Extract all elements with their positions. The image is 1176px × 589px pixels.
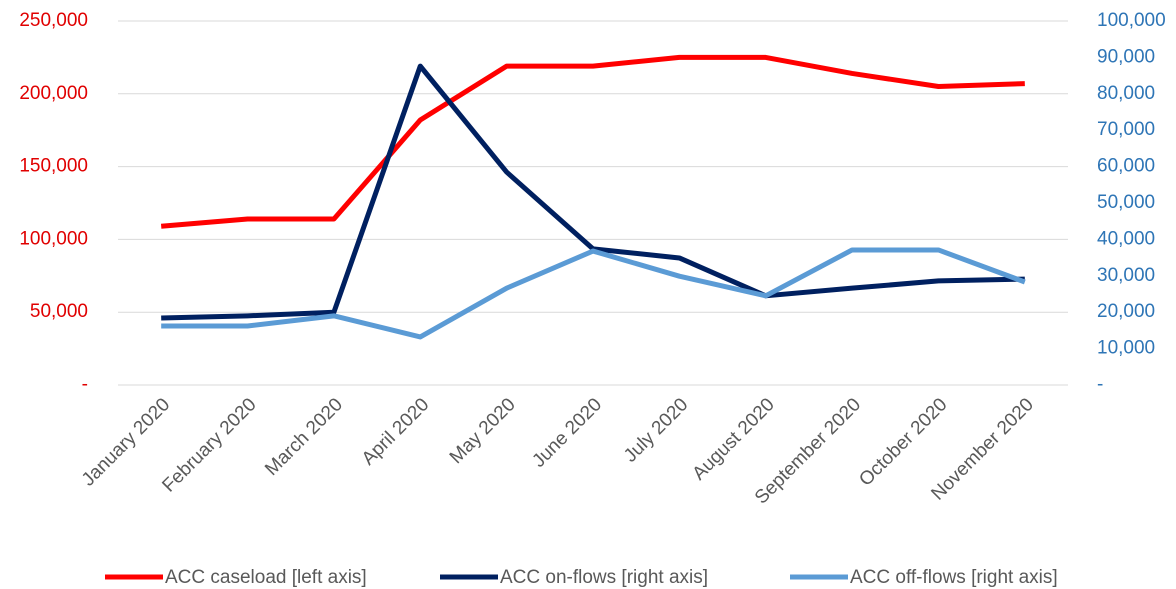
- legend-label: ACC caseload [left axis]: [165, 567, 367, 588]
- y2-tick-label: 50,000: [1097, 192, 1155, 213]
- y2-tick-label: 20,000: [1097, 301, 1155, 322]
- y2-tick-label: 40,000: [1097, 228, 1155, 249]
- legend-label: ACC off-flows [right axis]: [850, 567, 1058, 588]
- y2-tick-label: 70,000: [1097, 119, 1155, 140]
- y2-tick-label: 80,000: [1097, 83, 1155, 104]
- y2-tick-label: 100,000: [1097, 10, 1166, 31]
- x-tick-label: January 2020: [78, 394, 174, 490]
- y-tick-label: 100,000: [19, 228, 88, 249]
- y-tick-label: 250,000: [19, 10, 88, 31]
- series-line: [160, 54, 1025, 229]
- y-tick-label: 50,000: [30, 301, 88, 322]
- y-tick-label: 150,000: [19, 156, 88, 177]
- x-tick-label: July 2020: [620, 394, 692, 466]
- x-tick-label: March 2020: [261, 394, 347, 480]
- x-tick-label: August 2020: [689, 394, 779, 484]
- y2-tick-label: -: [1097, 374, 1103, 395]
- x-tick-label: June 2020: [528, 394, 606, 472]
- x-tick-label: October 2020: [855, 394, 951, 490]
- legend-label: ACC on-flows [right axis]: [500, 567, 708, 588]
- y-tick-label: 200,000: [19, 83, 88, 104]
- x-tick-label: April 2020: [358, 394, 433, 469]
- x-tick-label: May 2020: [446, 394, 520, 468]
- y2-tick-label: 10,000: [1097, 338, 1155, 359]
- y-tick-label: -: [82, 374, 88, 395]
- y2-tick-label: 30,000: [1097, 265, 1155, 286]
- series-line: [161, 63, 1025, 321]
- y2-tick-label: 60,000: [1097, 156, 1155, 177]
- series-line: [161, 247, 1026, 340]
- y2-tick-label: 90,000: [1097, 46, 1155, 67]
